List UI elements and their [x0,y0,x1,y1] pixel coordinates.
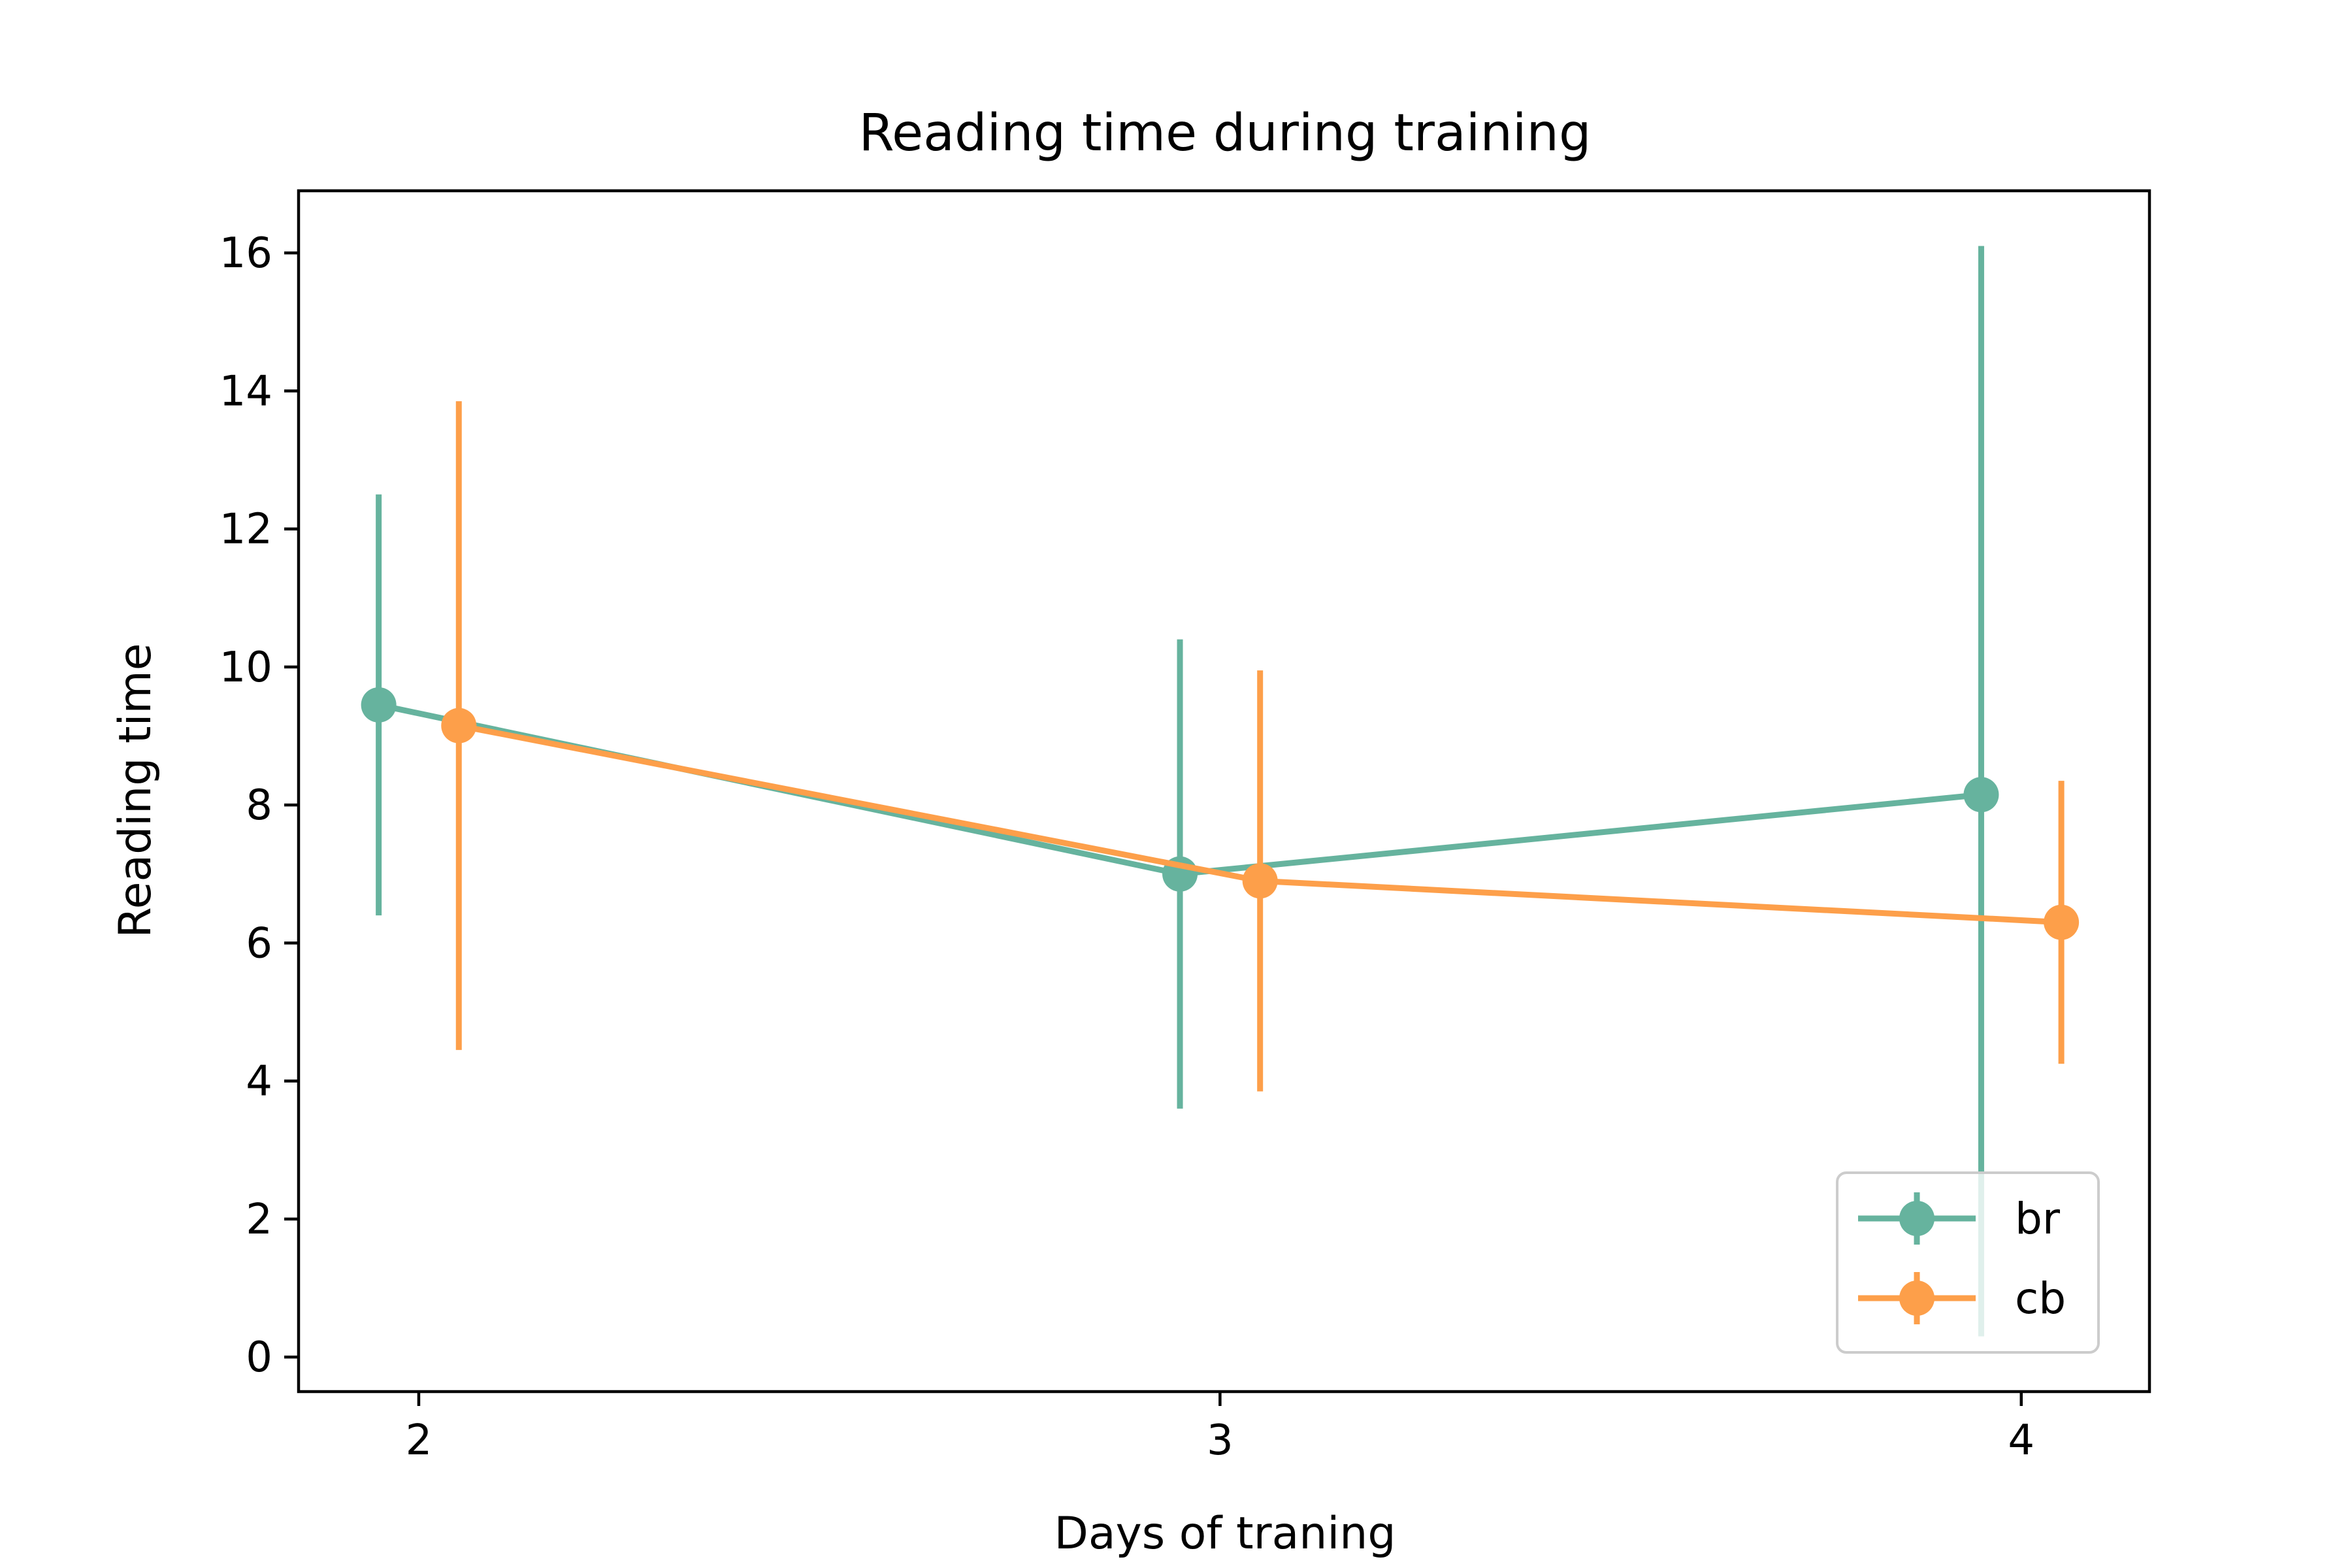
y-tick-label-12: 12 [220,506,272,554]
legend-marker-cb [1899,1281,1935,1316]
y-tick-label-0: 0 [246,1333,272,1382]
data-point-cb-0 [441,708,477,743]
legend-marker-br [1899,1201,1935,1236]
y-tick-label-6: 6 [246,919,272,968]
y-tick-label-8: 8 [246,781,272,830]
data-point-cb-1 [1242,863,1278,899]
legend-label-br: br [2015,1194,2061,1244]
data-point-br-2 [1963,777,1999,813]
plot-area: 2 3 4 0 2 4 6 8 10 12 14 16 br cb [220,189,2151,1465]
y-tick-label-2: 2 [246,1196,272,1244]
data-point-cb-2 [2044,904,2080,940]
x-tick-label-2: 2 [406,1416,433,1465]
legend-label-cb: cb [2015,1273,2066,1324]
y-tick-label-16: 16 [220,229,272,278]
data-point-br-0 [361,687,397,723]
x-tick-label-4: 4 [2008,1416,2034,1465]
y-tick-label-14: 14 [220,367,272,416]
y-tick-label-10: 10 [220,644,272,692]
y-tick-label-4: 4 [246,1058,272,1106]
plot-frame [297,189,2151,1394]
x-axis-label: Days of traning [1054,1508,1396,1560]
x-tick-label-3: 3 [1207,1416,1233,1465]
y-axis-label: Reading time [110,643,161,938]
chart-title: Reading time during training [858,104,1591,163]
